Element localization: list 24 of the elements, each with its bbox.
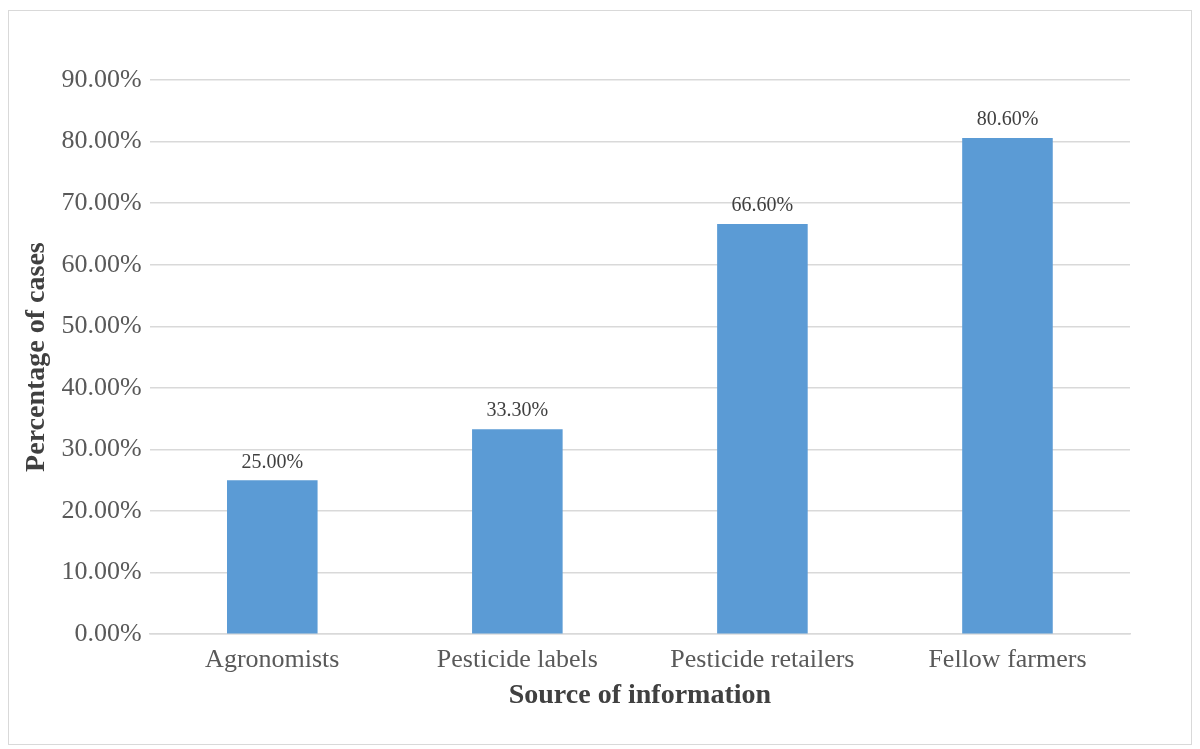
y-axis-title: Percentage of cases — [19, 242, 51, 472]
y-tick-label: 20.00% — [61, 494, 142, 524]
y-tick-label: 30.00% — [61, 433, 142, 463]
y-tick-label: 70.00% — [61, 186, 142, 216]
y-tick-label: 10.00% — [61, 556, 142, 586]
y-tick-label: 50.00% — [61, 310, 142, 340]
x-tick-label: Agronomists — [205, 643, 340, 673]
y-tick-label: 40.00% — [61, 371, 142, 401]
bar — [962, 137, 1053, 634]
y-tick-label: 60.00% — [61, 248, 142, 278]
y-tick-label: 80.00% — [61, 125, 142, 155]
y-tick-label: 90.00% — [61, 63, 142, 93]
x-tick-label: Pesticide labels — [436, 643, 598, 673]
y-tick-label: 0.00% — [74, 618, 142, 648]
bar — [717, 224, 808, 634]
bar — [472, 429, 563, 634]
data-label: 25.00% — [241, 449, 304, 472]
data-label: 80.60% — [976, 107, 1039, 130]
x-axis-title: Source of information — [508, 678, 772, 710]
x-tick-label: Pesticide retailers — [670, 643, 855, 673]
bar — [227, 480, 318, 634]
data-label: 66.60% — [731, 193, 794, 216]
data-label: 33.30% — [486, 398, 549, 421]
x-tick-label: Fellow farmers — [928, 643, 1087, 673]
